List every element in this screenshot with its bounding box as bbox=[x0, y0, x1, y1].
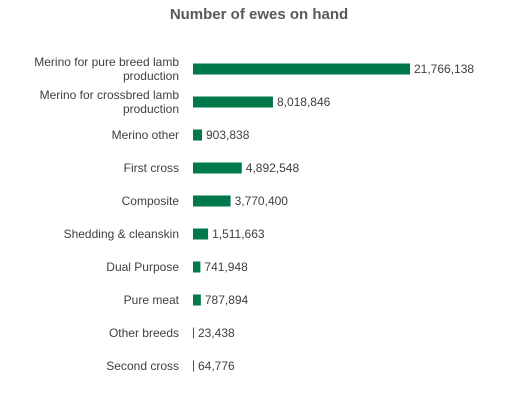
category-label: Merino for crossbred lamb production bbox=[40, 88, 180, 116]
bar bbox=[193, 63, 410, 75]
data-label: 64,776 bbox=[198, 359, 235, 373]
data-label: 741,948 bbox=[204, 260, 248, 274]
bar bbox=[193, 195, 231, 207]
category-label: Other breeds bbox=[109, 326, 179, 340]
data-label: 8,018,846 bbox=[277, 95, 331, 109]
category-label: Composite bbox=[122, 194, 180, 208]
category-label: Pure meat bbox=[124, 293, 180, 307]
data-label: 21,766,138 bbox=[414, 62, 474, 76]
bar bbox=[193, 129, 203, 141]
data-label: 23,438 bbox=[198, 326, 235, 340]
data-label: 787,894 bbox=[205, 293, 249, 307]
bar bbox=[193, 360, 194, 372]
bar bbox=[193, 162, 242, 174]
category-label: Shedding & cleanskin bbox=[64, 227, 179, 241]
data-label: 4,892,548 bbox=[246, 161, 300, 175]
category-label: Dual Purpose bbox=[106, 260, 179, 274]
bar bbox=[193, 96, 273, 108]
bar bbox=[193, 327, 194, 339]
data-label: 1,511,663 bbox=[212, 227, 265, 241]
bar bbox=[193, 261, 201, 273]
category-label: Second cross bbox=[106, 359, 179, 373]
data-label: 3,770,400 bbox=[235, 194, 289, 208]
chart-title: Number of ewes on hand bbox=[169, 6, 349, 23]
data-label: 903,838 bbox=[206, 128, 250, 142]
category-label: First cross bbox=[124, 161, 179, 175]
category-label: Merino for pure breed lamb production bbox=[34, 55, 179, 83]
category-label: Merino other bbox=[112, 128, 179, 142]
bar bbox=[193, 294, 201, 306]
bar bbox=[193, 228, 209, 240]
